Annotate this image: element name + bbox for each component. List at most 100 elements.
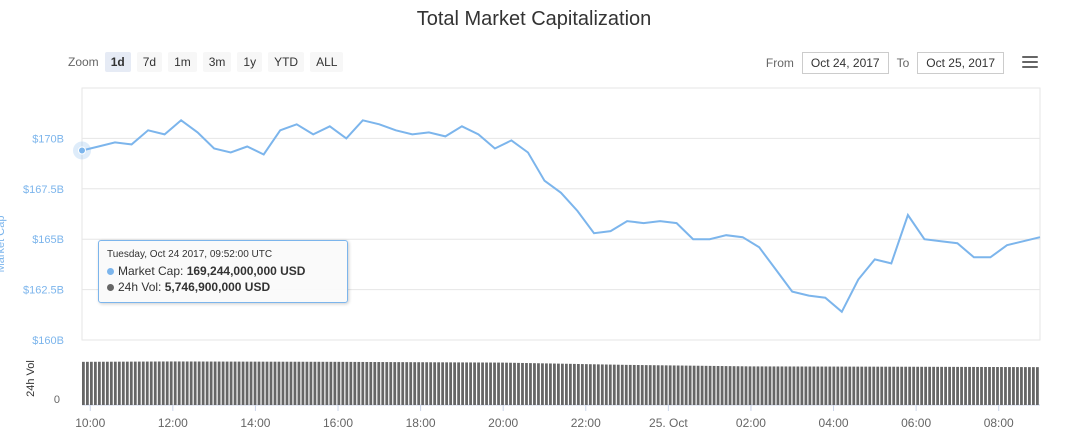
volume-bar (672, 365, 676, 405)
volume-bar (217, 361, 221, 405)
volume-bar (880, 366, 884, 405)
x-tick-label: 02:00 (736, 416, 766, 430)
x-tick-label: 18:00 (406, 416, 436, 430)
volume-bar (373, 362, 377, 405)
zoom-all-button[interactable]: ALL (310, 52, 344, 72)
volume-bar (329, 361, 333, 405)
volume-bar (832, 366, 836, 405)
to-date-input[interactable]: Oct 25, 2017 (917, 52, 1004, 74)
volume-bar (325, 361, 329, 405)
zoom-7d-button[interactable]: 7d (136, 52, 163, 72)
volume-bar (1012, 367, 1015, 405)
volume-bar (968, 366, 971, 405)
volume-bar (860, 366, 864, 405)
volume-bar (201, 361, 205, 405)
volume-bar (612, 364, 616, 405)
volume-zero-label: 0 (54, 394, 60, 406)
x-tick-label: 25. Oct (649, 416, 688, 430)
volume-bar (760, 366, 764, 405)
volume-bar (269, 361, 273, 405)
volume-bar (680, 365, 684, 405)
volume-bar (944, 366, 947, 405)
volume-bar (700, 365, 704, 405)
x-tick-label: 10:00 (75, 416, 105, 430)
volume-bar (497, 362, 500, 405)
volume-bar (776, 366, 780, 405)
zoom-1y-button[interactable]: 1y (237, 52, 263, 72)
volume-bar (85, 361, 89, 405)
volume-bar (377, 362, 381, 405)
volume-bar (233, 361, 237, 405)
volume-bar (541, 363, 544, 405)
market-cap-line (81, 119, 1041, 314)
volume-bar (481, 362, 484, 405)
volume-bar (828, 366, 832, 405)
volume-bar (449, 362, 453, 405)
zoom-ytd-button[interactable]: YTD (268, 52, 305, 72)
volume-bar (521, 362, 524, 405)
to-label: To (896, 56, 910, 70)
date-range: From Oct 24, 2017 To Oct 25, 2017 (758, 52, 1004, 74)
from-label: From (765, 56, 794, 70)
from-date-input[interactable]: Oct 24, 2017 (801, 52, 889, 74)
volume-bar (533, 363, 536, 405)
volume-bar (221, 361, 225, 405)
volume-bar (249, 361, 253, 405)
volume-bar (972, 366, 975, 405)
volume-bar (952, 366, 955, 405)
tooltip-header: Tuesday, Oct 24 2017, 09:52:00 UTC (107, 249, 273, 260)
volume-bar (1032, 367, 1035, 405)
volume-bar (640, 365, 644, 405)
tooltip-row-market-cap: Market Cap: 169,244,000,000 USD (107, 264, 339, 278)
menu-icon[interactable] (1022, 56, 1038, 68)
y-tick-label: $167.5B (23, 184, 64, 196)
volume-bar (960, 366, 963, 405)
volume-bar (165, 361, 169, 405)
tooltip-volume-label: 24h Vol: (118, 280, 162, 294)
tooltip-market-cap-label: Market Cap: (118, 264, 184, 278)
volume-bar (1024, 367, 1027, 405)
volume-bar (545, 363, 548, 405)
volume-bar (117, 361, 121, 405)
volume-bar (257, 361, 261, 405)
volume-bar (620, 364, 624, 405)
volume-bar (868, 366, 872, 405)
volume-bar (549, 363, 552, 405)
volume-bar (297, 361, 301, 405)
volume-bar (812, 366, 816, 405)
volume-bar (976, 366, 979, 405)
volume-bar (624, 364, 628, 405)
volume-bar (644, 365, 648, 405)
volume-bar (920, 366, 924, 405)
volume-bar (105, 361, 109, 405)
volume-bar (692, 365, 696, 405)
volume-bar (792, 366, 796, 405)
volume-bar (405, 362, 409, 405)
volume-bar (509, 362, 512, 405)
volume-bar (916, 366, 920, 405)
hover-marker (78, 146, 86, 155)
volume-bar (696, 365, 700, 405)
volume-axis-title: 24h Vol (25, 360, 37, 397)
zoom-3m-button[interactable]: 3m (202, 52, 232, 72)
volume-bar (229, 361, 233, 405)
volume-bar (864, 366, 868, 405)
volume-bar (437, 362, 441, 405)
volume-bar (317, 361, 321, 405)
zoom-1d-button[interactable]: 1d (104, 52, 131, 72)
volume-bar (564, 363, 568, 405)
volume-bar (537, 363, 540, 405)
volume-bar (604, 364, 608, 405)
volume-bar (840, 366, 844, 405)
volume-bar (553, 363, 556, 405)
volume-bar (421, 362, 425, 405)
volume-bar (473, 362, 476, 405)
volume-bar (752, 366, 756, 405)
volume-bar (1036, 367, 1039, 405)
volume-bar (561, 363, 564, 405)
market-cap-dot-icon (107, 268, 114, 275)
volume-bar (928, 366, 932, 405)
volume-bar (177, 361, 181, 405)
volume-bar (493, 362, 496, 405)
zoom-1m-button[interactable]: 1m (168, 52, 197, 72)
